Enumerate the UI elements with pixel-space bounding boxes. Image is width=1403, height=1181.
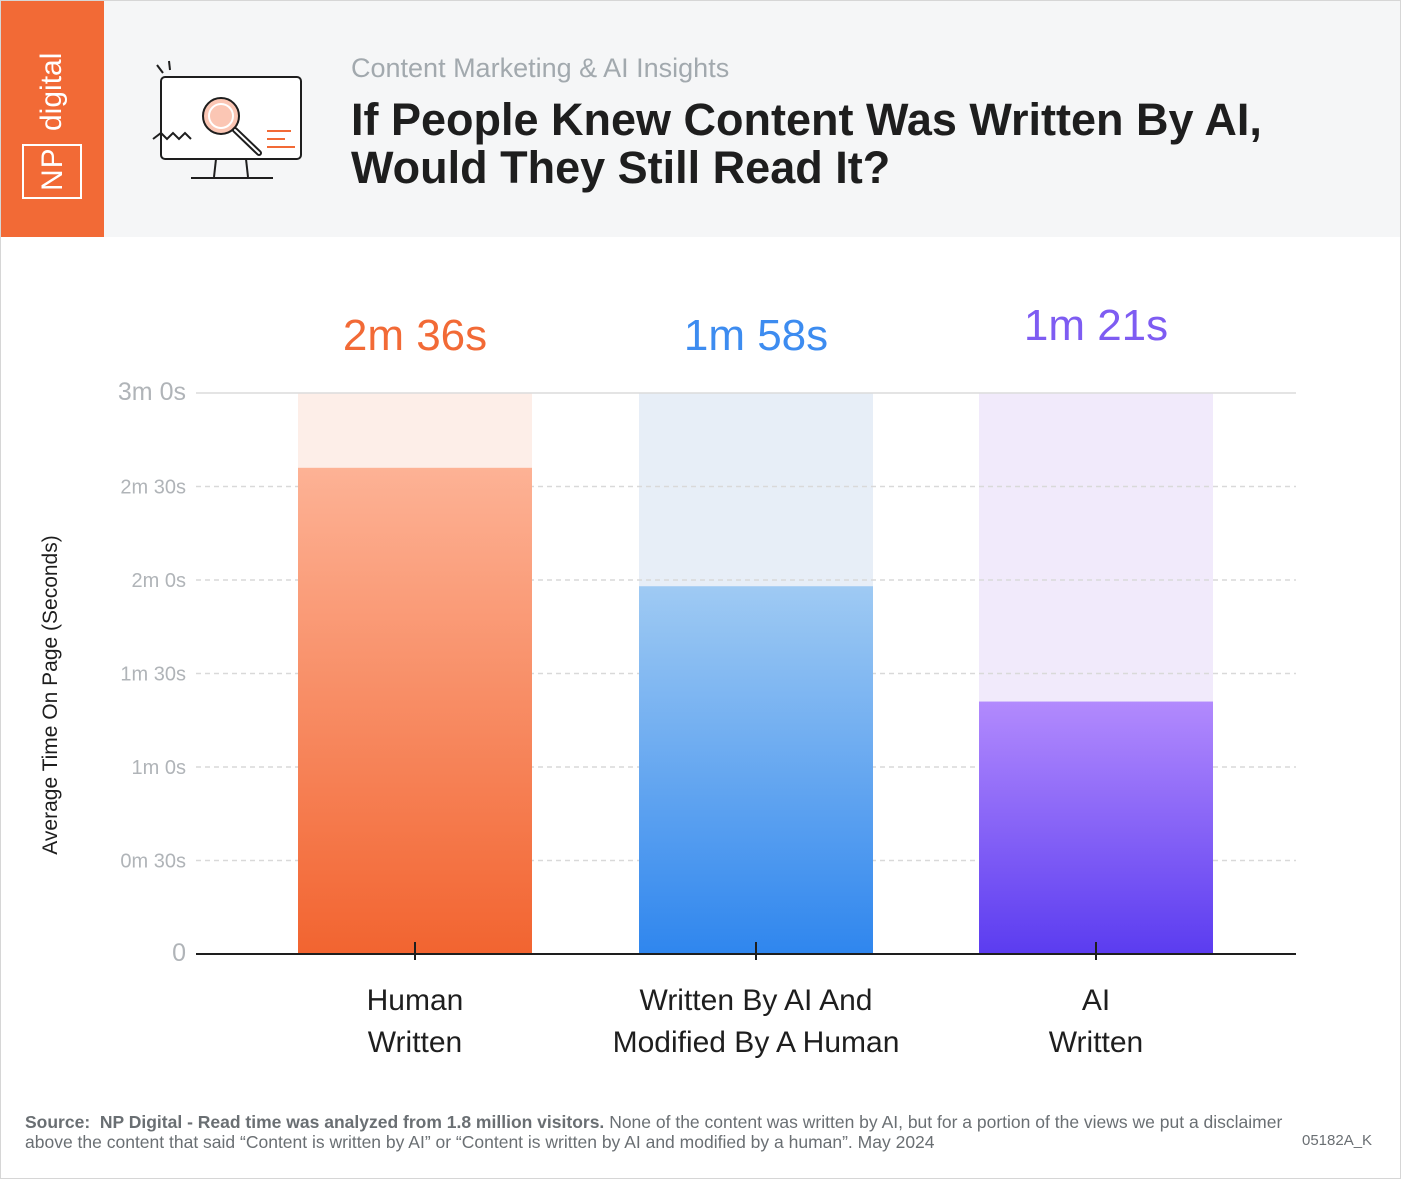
y-tick-label: 1m 30s <box>120 664 186 686</box>
x-category-label: Written By AI And <box>640 984 873 1017</box>
source-label: Source: <box>25 1112 91 1132</box>
y-tick-label: 0m 30s <box>120 851 186 873</box>
y-tick-label: 1m 0s <box>132 757 186 779</box>
monitor-search-icon <box>152 60 302 179</box>
x-category-label: Modified By A Human <box>613 1026 900 1059</box>
document-code: 05182A_K <box>1302 1132 1373 1149</box>
x-category-label: Written <box>368 1026 462 1059</box>
bar-value-label: 1m 58s <box>684 311 828 360</box>
bar <box>639 586 873 954</box>
brand-logo-np: NP <box>36 147 69 191</box>
brand-logo: NP digital <box>1 1 104 237</box>
y-tick-label: 2m 0s <box>132 570 186 592</box>
y-tick-label: 2m 30s <box>120 477 186 499</box>
y-tick-label: 0 <box>172 939 186 967</box>
brand-logo-box <box>22 144 82 199</box>
x-category-label: AI <box>1082 984 1110 1017</box>
x-category-label: Written <box>1049 1026 1143 1059</box>
source-bold-text: NP Digital - Read time was analyzed from… <box>99 1112 605 1132</box>
brand-logo-digital: digital <box>35 52 68 131</box>
x-category-label: Human <box>367 984 464 1017</box>
source-text: None of the content was written by AI, b… <box>25 1112 1283 1152</box>
source-note: Source: NP Digital - Read time was analy… <box>25 1112 1305 1152</box>
y-tick-label: 3m 0s <box>118 378 186 406</box>
y-axis-title: Average Time On Page (Seconds) <box>39 535 62 854</box>
chart-subtitle: Content Marketing & AI Insights <box>351 53 730 83</box>
bar-value-label: 2m 36s <box>343 311 487 360</box>
bar <box>298 467 532 954</box>
bar-value-label: 1m 21s <box>1024 301 1168 350</box>
chart-title: If People Knew Content Was Written By AI… <box>351 94 1262 193</box>
bar <box>979 701 1213 954</box>
header: NP digital Content Marketing & AI Insigh… <box>1 1 1400 237</box>
bar-chart: 0 0m 30s 1m 0s 1m 30s 2m 0s 2m 30s 3m 0s 2m 36s… <box>39 301 1296 1059</box>
